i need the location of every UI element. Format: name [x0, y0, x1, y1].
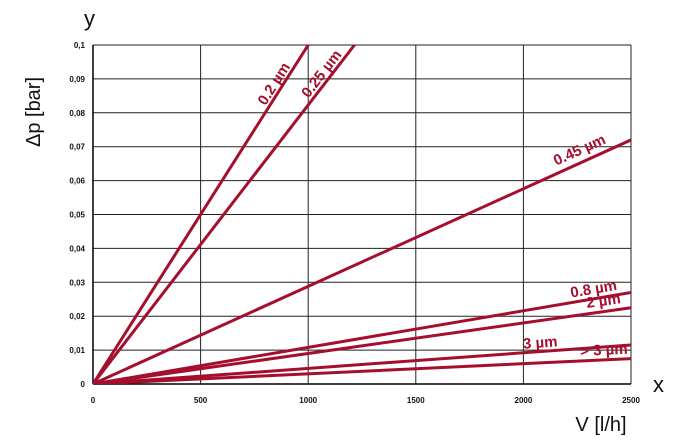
- y-tick-label: 0,05: [69, 211, 85, 220]
- series-label: 0.25 µm: [298, 47, 345, 101]
- series-line: [93, 45, 310, 384]
- series-labels: 0.2 µm 0.25 µm0.45 µm0.8 µm2 µm3 µm > 3 µm: [255, 47, 628, 360]
- y-tick-label: 0: [81, 380, 86, 389]
- x-tick-label: 2500: [622, 396, 640, 405]
- axes: [92, 45, 631, 385]
- y-axis-label: Δp [bar]: [23, 77, 45, 147]
- x-tick-label: 2000: [515, 396, 533, 405]
- y-tick-label: 0,03: [69, 278, 85, 287]
- series-line: [93, 343, 631, 384]
- series-label: 2 µm: [585, 290, 622, 312]
- y-tick-label: 0,07: [69, 143, 85, 152]
- series-label: > 3 µm: [580, 341, 628, 360]
- y-axis-letter: y: [84, 6, 95, 31]
- y-tick-label: 0,06: [69, 177, 85, 186]
- x-axis-label: V [l/h]: [575, 414, 626, 436]
- y-tick-label: 0,01: [69, 346, 85, 355]
- series-line: [93, 306, 631, 384]
- x-tick-label: 1500: [407, 396, 425, 405]
- y-tick-label: 0,04: [69, 244, 85, 253]
- y-tick-label: 0,02: [69, 312, 85, 321]
- y-tick-labels: 0 0,01 0,02 0,03 0,04 0,05 0,06 0,07 0,08 0,09 0,1: [69, 41, 85, 389]
- x-tick-label: 0: [91, 396, 96, 405]
- y-tick-label: 0,08: [69, 109, 85, 118]
- series-line: [93, 290, 631, 384]
- y-tick-label: 0,09: [69, 75, 85, 84]
- x-tick-label: 1000: [299, 396, 317, 405]
- x-tick-labels: 0 500 1000 1500 2000 2500: [91, 396, 641, 405]
- x-axis-letter: x: [653, 372, 664, 397]
- series-line: [93, 45, 356, 384]
- y-tick-label: 0,1: [74, 41, 86, 50]
- series-lines: [93, 45, 631, 384]
- x-tick-label: 500: [194, 396, 208, 405]
- series-label: 3 µm: [522, 333, 558, 352]
- series-line: [93, 138, 631, 384]
- series-line: [93, 357, 631, 384]
